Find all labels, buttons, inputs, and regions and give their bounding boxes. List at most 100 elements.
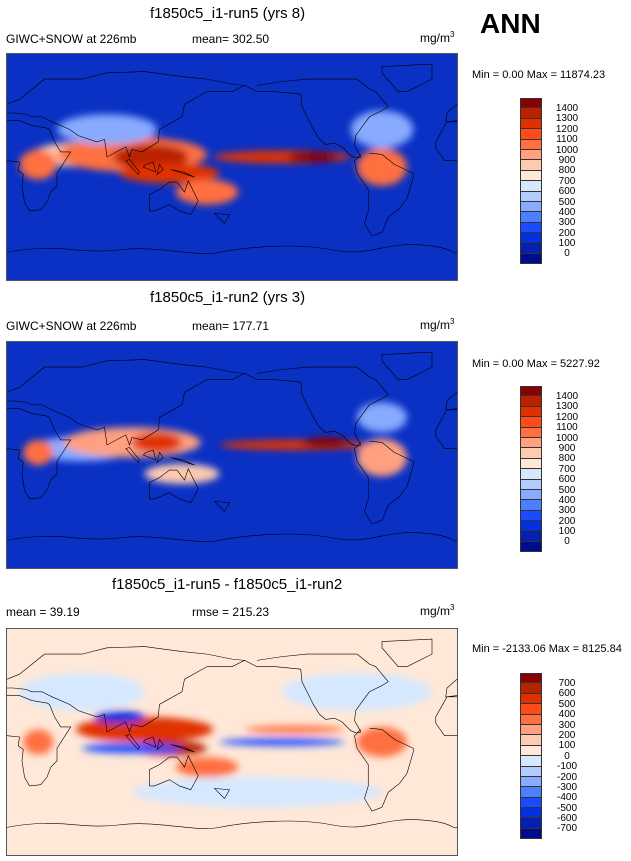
colorbar-swatch (520, 406, 542, 418)
coastline (436, 696, 457, 736)
field-region (57, 114, 157, 145)
panel1-title: f1850c5_i1-run5 (yrs 8) (150, 5, 306, 22)
colorbar-swatch (520, 756, 542, 767)
colorbar-swatch (520, 766, 542, 777)
colorbar-label: 0 (564, 248, 570, 260)
field-region (132, 432, 182, 453)
colorbar-swatch (520, 510, 542, 522)
coastline (7, 533, 457, 542)
panel2-title: f1850c5_i1-run2 (yrs 3) (150, 289, 306, 306)
colorbar-label: -200 (556, 771, 577, 783)
colorbar-swatch (520, 808, 542, 819)
colorbar-label: -300 (556, 781, 577, 793)
colorbar-swatch (520, 181, 542, 192)
coastline (245, 367, 389, 446)
field-region (23, 729, 54, 755)
colorbar-label: -400 (556, 792, 577, 804)
colorbar-label: 1000 (555, 144, 579, 156)
panel2-variable: GIWC+SNOW at 226mb (6, 319, 137, 333)
coastline (7, 409, 71, 499)
coastline (7, 696, 71, 786)
coastline (150, 469, 199, 503)
field-region (357, 402, 407, 433)
field-region (132, 777, 382, 808)
colorbar-swatch (520, 787, 542, 798)
colorbar-swatch (520, 427, 542, 438)
colorbar-swatch (520, 129, 542, 140)
colorbar-swatch (520, 417, 542, 428)
colorbar-swatch (520, 191, 542, 202)
coastline (7, 245, 457, 254)
colorbar-swatch (520, 776, 542, 788)
panel1-mean: mean= 302.50 (192, 32, 270, 46)
panel3-colorbar-labels: 700 600 500 400 300 200 100 0 -100 -200 -300 -400 -5… (552, 678, 582, 835)
colorbar-label: 1100 (556, 134, 578, 146)
coastline (245, 654, 389, 733)
panel3-title: f1850c5_i1-run5 - f1850c5_i1-run2 (112, 576, 343, 593)
coastline (150, 756, 199, 790)
colorbar-label: 1200 (555, 123, 579, 135)
colorbar-swatch (520, 386, 542, 397)
panel3-minmax: Min = -2133.06 Max = 8125.84 (472, 643, 622, 655)
field-region (219, 738, 345, 746)
panel3-rmse: rmse = 215.23 (192, 605, 270, 619)
field-region (175, 179, 239, 205)
colorbar-swatch (520, 437, 542, 449)
colorbar-label: 500 (558, 698, 576, 710)
colorbar-label: 1400 (555, 391, 579, 402)
colorbar-swatch (520, 735, 542, 746)
season-label: ANN (480, 8, 541, 39)
coastline (355, 153, 414, 236)
colorbar-label: 700 (558, 175, 576, 187)
colorbar-swatch (520, 458, 542, 470)
colorbar-label: 900 (558, 154, 576, 166)
colorbar-swatch (520, 683, 542, 694)
colorbar-label: 700 (558, 463, 576, 475)
colorbar-label: 100 (558, 740, 576, 752)
colorbar-label: 700 (558, 678, 576, 689)
colorbar-label: 400 (558, 206, 576, 218)
panel1-minmax: Min = 0.00 Max = 11874.23 (472, 69, 606, 81)
colorbar-label: 100 (558, 526, 576, 538)
colorbar-swatch (520, 797, 542, 809)
colorbar-label: 600 (558, 186, 576, 198)
colorbar-swatch (520, 201, 542, 213)
colorbar-swatch (520, 448, 542, 459)
colorbar-label: 1000 (555, 432, 579, 444)
colorbar-label: 1300 (555, 401, 579, 413)
coastline (446, 104, 457, 122)
field-region (23, 439, 54, 466)
colorbar-label: -700 (556, 823, 577, 835)
colorbar-label: 200 (558, 515, 576, 527)
field-region (350, 110, 414, 149)
panel2-units: mg/m3 (420, 317, 455, 332)
coastline (7, 121, 71, 211)
colorbar-swatch (520, 693, 542, 705)
panel3-map (6, 628, 458, 856)
coastline (7, 820, 457, 829)
colorbar-swatch (520, 714, 542, 725)
coastline (7, 72, 245, 157)
colorbar-label: 400 (558, 709, 576, 721)
panel1-colorbar (520, 98, 542, 265)
field-region (357, 148, 407, 186)
coastline (126, 734, 230, 798)
colorbar-label: 500 (558, 484, 576, 496)
coastline (382, 352, 432, 380)
colorbar-label: 200 (558, 729, 576, 741)
field-region (175, 757, 239, 778)
panel1-colorbar-labels: 1400 1300 1200 1100 1000 900 800 700 600 500 400 30… (552, 103, 582, 260)
colorbar-swatch (520, 521, 542, 532)
field-region (19, 672, 145, 711)
colorbar-swatch (520, 828, 542, 840)
colorbar-label: 300 (558, 217, 576, 229)
colorbar-swatch (520, 469, 542, 480)
colorbar-swatch (520, 139, 542, 150)
coastline (446, 679, 457, 697)
panel2-map (6, 341, 458, 569)
panel2-minmax: Min = 0.00 Max = 5227.92 (472, 358, 600, 370)
field-region (82, 743, 182, 754)
colorbar-swatch (520, 500, 542, 511)
colorbar-label: 600 (558, 474, 576, 486)
colorbar-label: 0 (564, 536, 570, 548)
